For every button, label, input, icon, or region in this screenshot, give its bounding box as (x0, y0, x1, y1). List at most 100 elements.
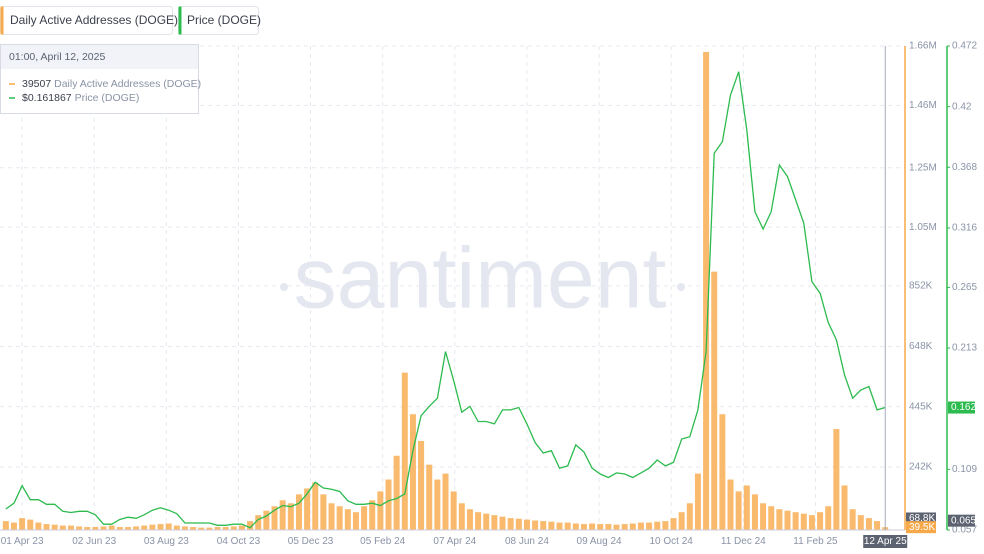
axis-tag-label: 0.162 (951, 402, 976, 413)
y-tick-label: 242K (909, 462, 933, 473)
bar (222, 527, 229, 530)
bar (19, 518, 26, 530)
x-tick-label: 02 Jun 23 (72, 536, 116, 547)
bar (141, 525, 148, 530)
bar (874, 521, 881, 530)
x-tick-label: 10 Oct 24 (650, 536, 694, 547)
bar (499, 516, 506, 530)
bar (621, 524, 628, 530)
axes: 242K 445K 648K 852K 1.05M 1.25M 1.46M 1.66M 0.05… (0, 41, 977, 548)
y2-tick-label: 0.109 (952, 464, 977, 475)
legend-label: Daily Active Addresses (DOGE) (10, 13, 178, 27)
bar (605, 524, 612, 530)
y-tick-label: 1.66M (909, 41, 937, 52)
legend-swatch (178, 6, 182, 35)
bar (336, 506, 343, 530)
bar (629, 523, 636, 530)
bar (287, 503, 294, 530)
bar (271, 506, 278, 530)
bar (532, 520, 539, 530)
bar (686, 503, 693, 530)
bar (76, 526, 83, 530)
bar (385, 479, 392, 530)
bar (238, 525, 245, 530)
bar (507, 518, 514, 530)
axis-tag-label: 39.5K (909, 522, 935, 533)
bar (377, 491, 384, 530)
bar (654, 521, 661, 530)
price-line (5, 71, 886, 529)
bar (409, 414, 416, 530)
tooltip: 01:00, April 12, 2025 39507 Daily Active… (0, 44, 201, 114)
bar (776, 509, 783, 530)
y2-tick-label: 0.213 (952, 343, 977, 354)
tooltip-time: 01:00, April 12, 2025 (9, 51, 105, 63)
x-tick-label: 01 Apr 23 (1, 536, 44, 547)
bar (92, 527, 99, 530)
bar (181, 526, 188, 530)
axis-tag (948, 401, 975, 414)
bar (352, 512, 359, 530)
bar (589, 523, 596, 530)
bar (768, 506, 775, 530)
y-tick-label: 1.25M (909, 162, 937, 173)
bar (51, 524, 58, 530)
bar (418, 440, 425, 530)
bar (825, 506, 832, 530)
bar (597, 524, 604, 530)
y-tick-label: 445K (909, 401, 933, 412)
x-tick-label: 05 Dec 23 (288, 536, 334, 547)
x-tick-label: 11 Dec 24 (721, 536, 766, 547)
x-tick-label: 11 Feb 25 (793, 536, 838, 547)
tooltip-value: $0.161867 Price (DOGE) (22, 92, 139, 104)
bar (727, 479, 734, 530)
axis-tag-label: 0.065 (951, 515, 976, 526)
tooltip-value: 39507 (22, 78, 51, 90)
bar (523, 519, 530, 530)
bar (556, 522, 563, 530)
bar (442, 473, 449, 530)
tooltip-value: $0.161867 (22, 92, 72, 104)
bar (320, 494, 327, 530)
bar (401, 372, 408, 530)
axis-tag-label: 68.8K (909, 513, 935, 524)
x-tick-label: 12 Apr 25 (864, 536, 907, 547)
bar (67, 525, 74, 530)
bar (100, 526, 107, 530)
bar (247, 521, 254, 530)
bar (43, 524, 50, 530)
y2-tick-label: 0.316 (952, 223, 977, 234)
bar (35, 522, 42, 530)
y-tick-label: 852K (909, 281, 933, 292)
bar (165, 523, 172, 530)
bar (173, 525, 180, 530)
bar (450, 491, 457, 530)
watermark: santiment (294, 231, 667, 327)
legend-label: Price (DOGE) (187, 13, 261, 27)
bar (295, 494, 302, 530)
bar (10, 522, 17, 530)
bar (817, 512, 824, 530)
y-tick-label: 1.46M (909, 100, 937, 111)
bar (735, 491, 742, 530)
bar (475, 512, 482, 530)
y2-tick-label: 0.42 (952, 101, 972, 112)
x-tick-label: 03 Aug 23 (144, 536, 189, 547)
bar (491, 515, 498, 530)
bar (670, 518, 677, 530)
y2-tick-label: 0.057 (952, 525, 977, 536)
bar (751, 494, 758, 530)
y2-tick-label: 0.472 (952, 41, 977, 52)
bar (393, 455, 400, 530)
bar (719, 414, 726, 530)
y2-tick-label: 0.368 (952, 162, 977, 173)
bar (857, 515, 864, 530)
tooltip-name: Daily Active Addresses (DOGE) (54, 78, 201, 90)
bar (133, 526, 140, 530)
bar (369, 500, 376, 530)
bar (328, 503, 335, 530)
bar (263, 510, 270, 530)
bar (190, 527, 197, 530)
bar (637, 522, 644, 530)
